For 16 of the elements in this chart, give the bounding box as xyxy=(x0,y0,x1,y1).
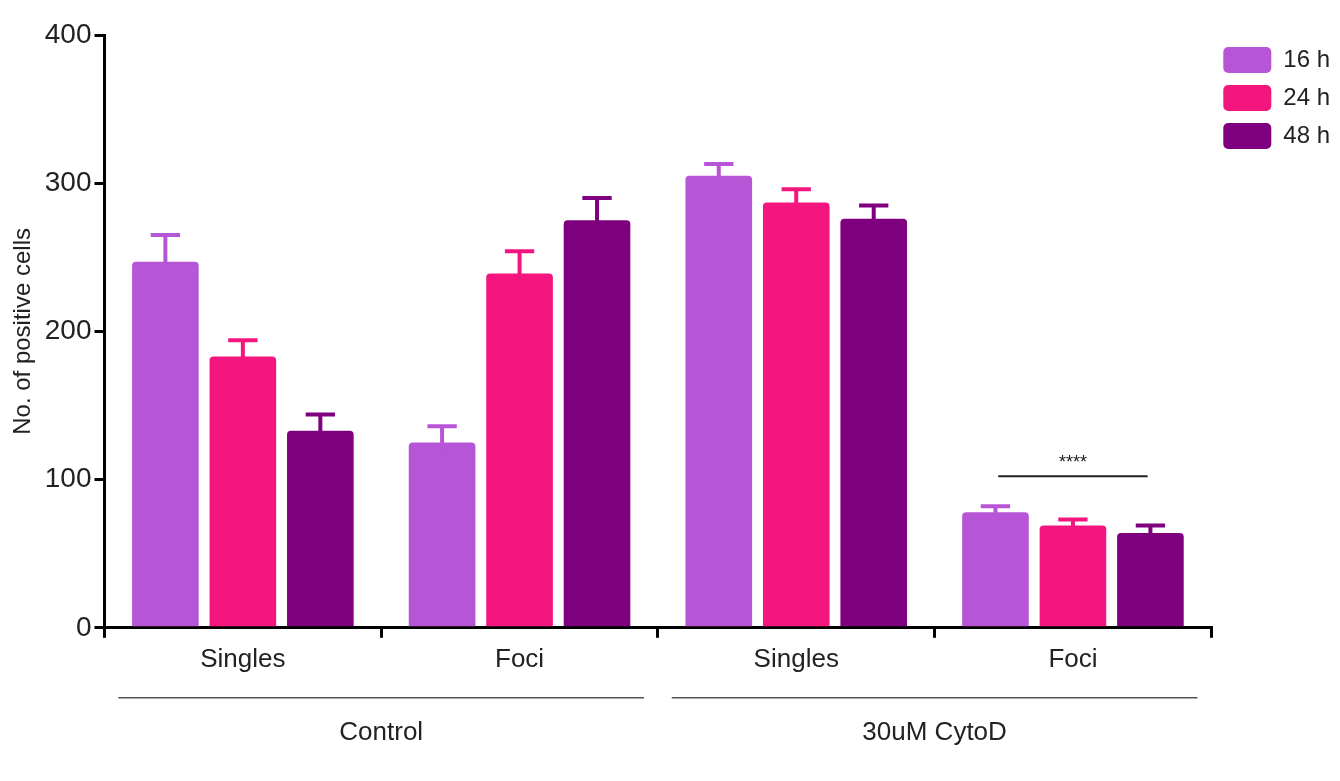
x-tick-label: Singles xyxy=(753,642,839,673)
y-axis-title: No. of positive cells xyxy=(8,228,36,435)
y-tick-label: 400 xyxy=(44,17,92,49)
y-tick-label: 300 xyxy=(44,165,92,197)
x-tick-label: Singles xyxy=(200,642,286,673)
x-tick-label: Foci xyxy=(1048,642,1098,673)
y-tick-label: 100 xyxy=(44,462,92,494)
x-tick-label: Foci xyxy=(494,642,545,673)
legend-label: 24 h xyxy=(1283,82,1331,110)
y-tick-label: 200 xyxy=(44,314,92,346)
text: 30uM CytoD xyxy=(862,715,1007,746)
legend-label: 48 h xyxy=(1283,120,1331,148)
legend-label: 16 h xyxy=(1283,44,1331,72)
text: Control xyxy=(339,715,424,746)
annotation: **** xyxy=(1058,452,1087,473)
y-tick-label: 0 xyxy=(75,610,92,642)
